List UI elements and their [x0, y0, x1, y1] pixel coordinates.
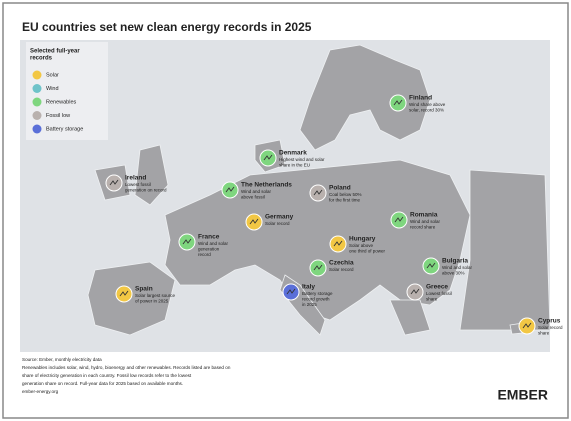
record-text: generation — [198, 247, 220, 252]
country-name: Bulgaria — [442, 258, 468, 265]
country-name: The Netherlands — [241, 182, 292, 189]
record-text: above 30% — [442, 271, 465, 276]
icon-glyph — [313, 264, 323, 271]
country-name: Italy — [302, 284, 315, 291]
record-text: share — [426, 297, 438, 302]
icon-glyph — [313, 189, 323, 196]
legend-label: Wind — [46, 86, 59, 92]
country-name: Ireland — [125, 175, 146, 182]
record-text: Solar record — [329, 267, 354, 272]
legend-title: records — [30, 56, 53, 62]
footer-line: ember-energy.org — [22, 389, 59, 394]
icon-glyph — [249, 218, 259, 225]
icon-glyph — [263, 154, 273, 161]
country-name: Denmark — [279, 150, 307, 157]
record-text: of power in 2025 — [135, 299, 169, 304]
record-text: Wind and solar — [241, 189, 272, 194]
record-text: Wind and solar — [442, 265, 473, 270]
record-text: share — [538, 331, 550, 336]
record-text: Coal below 50% — [329, 192, 362, 197]
legend-label: Battery storage — [46, 126, 83, 132]
country-name: Poland — [329, 185, 351, 192]
record-text: Lowest fossil — [426, 291, 452, 296]
legend-label: Solar — [46, 72, 59, 78]
record-text: Battery storage — [302, 291, 333, 296]
country-name: France — [198, 234, 220, 241]
country-name: Hungary — [349, 236, 376, 243]
record-text: for the first time — [329, 198, 361, 203]
footer-line: generation share on record. Full-year da… — [22, 381, 183, 386]
country-name: Finland — [409, 95, 432, 102]
icon-glyph — [393, 99, 403, 106]
icon-glyph — [333, 240, 343, 247]
record-text: share in the EU — [279, 163, 310, 168]
record-text: Lowest fossil — [125, 182, 151, 187]
record-text: Solar record — [265, 221, 290, 226]
logo: EMBER — [497, 387, 548, 403]
record-text: Solar largest source — [135, 293, 176, 298]
country-name: Cyprus — [538, 318, 561, 325]
record-text: Wind share above — [409, 102, 446, 107]
record-text: one third of power — [349, 249, 386, 254]
record-text: in 2025 — [302, 302, 317, 307]
icon-glyph — [225, 186, 235, 193]
record-text: generation on record — [125, 188, 167, 193]
icon-glyph — [286, 288, 296, 295]
legend-label: Renewables — [46, 99, 77, 105]
country-name: Romania — [410, 212, 438, 219]
legend-swatch — [32, 70, 42, 80]
record-text: solar, record 30% — [409, 108, 444, 113]
record-text: record — [198, 252, 211, 257]
icon-glyph — [426, 262, 436, 269]
record-text: record growth — [302, 297, 330, 302]
country-name: Germany — [265, 214, 294, 221]
legend-title: Selected full-year — [30, 49, 80, 55]
icon-glyph — [109, 179, 119, 186]
record-text: above fossil — [241, 195, 265, 200]
legend-swatch — [32, 124, 42, 134]
country-name: Czechia — [329, 260, 354, 267]
icon-glyph — [182, 238, 192, 245]
legend-label: Fossil low — [46, 113, 70, 119]
footer-line: Source: Ember, monthly electricity data — [22, 357, 102, 362]
record-text: Solar record — [538, 325, 563, 330]
country-name: Greece — [426, 284, 448, 291]
icon-glyph — [394, 216, 404, 223]
record-text: record share — [410, 225, 436, 230]
footer: Source: Ember, monthly electricity data R… — [22, 357, 231, 394]
legend-swatch — [32, 84, 42, 93]
record-text: Highest wind and solar — [279, 157, 325, 162]
icon-glyph — [410, 288, 420, 295]
record-text: Wind and solar — [198, 241, 229, 246]
record-text: Solar above — [349, 243, 374, 248]
legend-swatch — [32, 97, 42, 107]
legend-swatch — [32, 111, 42, 120]
footer-line: Renewables includes solar, wind, hydro, … — [22, 365, 231, 370]
title: EU countries set new clean energy record… — [22, 20, 312, 34]
record-text: Wind and solar — [410, 219, 441, 224]
footer-line: share of electricity generation in each … — [22, 373, 192, 378]
icon-glyph — [119, 290, 129, 297]
icon-glyph — [522, 322, 532, 329]
country-name: Spain — [135, 286, 153, 293]
